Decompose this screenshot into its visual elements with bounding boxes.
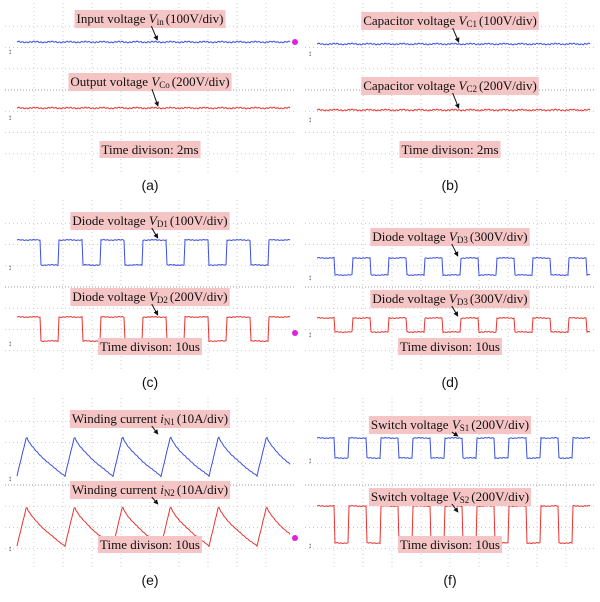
text: Capacitor voltage bbox=[363, 13, 458, 28]
time: Time divison: 10us bbox=[100, 537, 200, 552]
text: Diode voltage bbox=[372, 229, 449, 244]
subscript: D1 bbox=[157, 219, 168, 229]
scale: (200V/div) bbox=[471, 489, 529, 504]
text: Diode voltage bbox=[72, 213, 149, 228]
trace-label: Time divison: 2ms bbox=[101, 142, 198, 157]
text: Winding current bbox=[72, 411, 160, 426]
ground-marker: ↕ bbox=[8, 544, 12, 553]
text: Switch voltage bbox=[371, 417, 452, 432]
subscript: N2 bbox=[164, 488, 175, 498]
ground-marker: ↕ bbox=[308, 541, 312, 550]
subscript: Co bbox=[159, 80, 170, 90]
trace-label: Time divison: 10us bbox=[100, 537, 200, 552]
trace-label: Time divison: 10us bbox=[400, 339, 500, 354]
trace-label: Winding current iN2(10A/div) bbox=[72, 482, 228, 498]
subscript: C2 bbox=[466, 84, 477, 94]
text: Diode voltage bbox=[72, 289, 149, 304]
trace-label: Winding current iN1(10A/div) bbox=[72, 411, 228, 427]
figure: ↕ ↕ Input voltage Vin(100V/div) Output volt… bbox=[0, 0, 600, 602]
time: Time divison: 10us bbox=[400, 537, 500, 552]
scale: (200V/div) bbox=[479, 78, 537, 93]
scale: (100V/div) bbox=[479, 13, 537, 28]
ground-marker: ↕ bbox=[308, 273, 312, 282]
scale: (300V/div) bbox=[470, 291, 528, 306]
scope-panel: ↕↕Switch voltage VS1(200V/div)Switch vol… bbox=[305, 398, 595, 568]
trace-label: Diode voltage VD2(200V/div) bbox=[72, 289, 227, 305]
scale: (100V/div) bbox=[166, 11, 224, 26]
trace-label: Diode voltage VD1(100V/div) bbox=[72, 213, 227, 229]
trace-label: Capacitor voltage VC2(200V/div) bbox=[363, 78, 537, 94]
scope-panel: ↕ ↕ Input voltage Vin(100V/div) Output volt… bbox=[5, 3, 298, 173]
panel-caption: (f) bbox=[443, 572, 456, 588]
trace-label: Diode voltage VD3(300V/div) bbox=[372, 291, 527, 307]
subscript: D3 bbox=[457, 297, 468, 307]
ground-marker: ↕ bbox=[8, 339, 12, 348]
ground-marker: ↕ bbox=[308, 115, 312, 124]
text: Winding current bbox=[72, 482, 160, 497]
ground-marker: ↕ bbox=[8, 263, 12, 272]
trace-label: Capacitor voltage VC1(100V/div) bbox=[363, 13, 537, 29]
panel-caption: (c) bbox=[142, 374, 158, 390]
panel-caption: (a) bbox=[141, 177, 158, 193]
subscript: D3 bbox=[457, 235, 468, 245]
ground-marker: ↕ bbox=[308, 49, 312, 58]
text: Output voltage bbox=[70, 74, 151, 89]
scope-panel: ↕↕Diode voltage VD1(100V/div)Diode volta… bbox=[5, 200, 298, 370]
trace-label: Input voltage Vin(100V/div) bbox=[77, 11, 224, 27]
trigger-marker bbox=[292, 535, 298, 541]
text: Input voltage bbox=[77, 11, 149, 26]
trigger-marker bbox=[292, 330, 298, 336]
time: Time divison: 2ms bbox=[101, 142, 198, 157]
scope-panel: ↕↕Diode voltage VD3(300V/div)Diode volta… bbox=[305, 200, 595, 370]
scale: (300V/div) bbox=[470, 229, 528, 244]
time: Time divison: 10us bbox=[400, 339, 500, 354]
ground-marker: ↕ bbox=[308, 330, 312, 339]
trace-label: Switch voltage VS1(200V/div) bbox=[371, 417, 529, 433]
panel-caption: (b) bbox=[441, 177, 458, 193]
trace-label: Diode voltage VD3(300V/div) bbox=[372, 229, 527, 245]
text: Diode voltage bbox=[372, 291, 449, 306]
time: Time divison: 2ms bbox=[401, 142, 498, 157]
time: Time divison: 10us bbox=[100, 339, 200, 354]
ground-marker: ↕ bbox=[308, 456, 312, 465]
text: Switch voltage bbox=[371, 489, 452, 504]
trigger-marker bbox=[292, 39, 298, 45]
subscript: N1 bbox=[164, 417, 175, 427]
scale: (200V/div) bbox=[172, 74, 230, 89]
panel-caption: (d) bbox=[441, 374, 458, 390]
trace-label: Time divison: 2ms bbox=[401, 142, 498, 157]
ground-marker: ↕ bbox=[8, 474, 12, 483]
scale: (100V/div) bbox=[170, 213, 228, 228]
panel-caption: (e) bbox=[141, 572, 158, 588]
subscript: S1 bbox=[460, 423, 470, 433]
trace-label: Time divison: 10us bbox=[400, 537, 500, 552]
trace-label: Switch voltage VS2(200V/div) bbox=[371, 489, 529, 505]
scope-panel: ↕↕Winding current iN1(10A/div)Winding cu… bbox=[5, 398, 298, 568]
subscript: D2 bbox=[157, 295, 168, 305]
ground-marker: ↕ bbox=[8, 47, 12, 56]
scale: (200V/div) bbox=[471, 417, 529, 432]
scale: (200V/div) bbox=[170, 289, 228, 304]
text: Capacitor voltage bbox=[363, 78, 458, 93]
subscript: in bbox=[157, 17, 165, 27]
subscript: S2 bbox=[460, 495, 470, 505]
page: ↕ ↕ Input voltage Vin(100V/div) Output volt… bbox=[0, 0, 600, 602]
trace-label: Output voltage VCo(200V/div) bbox=[70, 74, 229, 90]
trace-label: Time divison: 10us bbox=[100, 339, 200, 354]
scale: (10A/div) bbox=[177, 411, 228, 426]
scale: (10A/div) bbox=[177, 482, 228, 497]
scope-panel: ↕↕Capacitor voltage VC1(100V/div)Capacit… bbox=[305, 3, 595, 173]
subscript: C1 bbox=[466, 19, 477, 29]
ground-marker: ↕ bbox=[8, 113, 12, 122]
